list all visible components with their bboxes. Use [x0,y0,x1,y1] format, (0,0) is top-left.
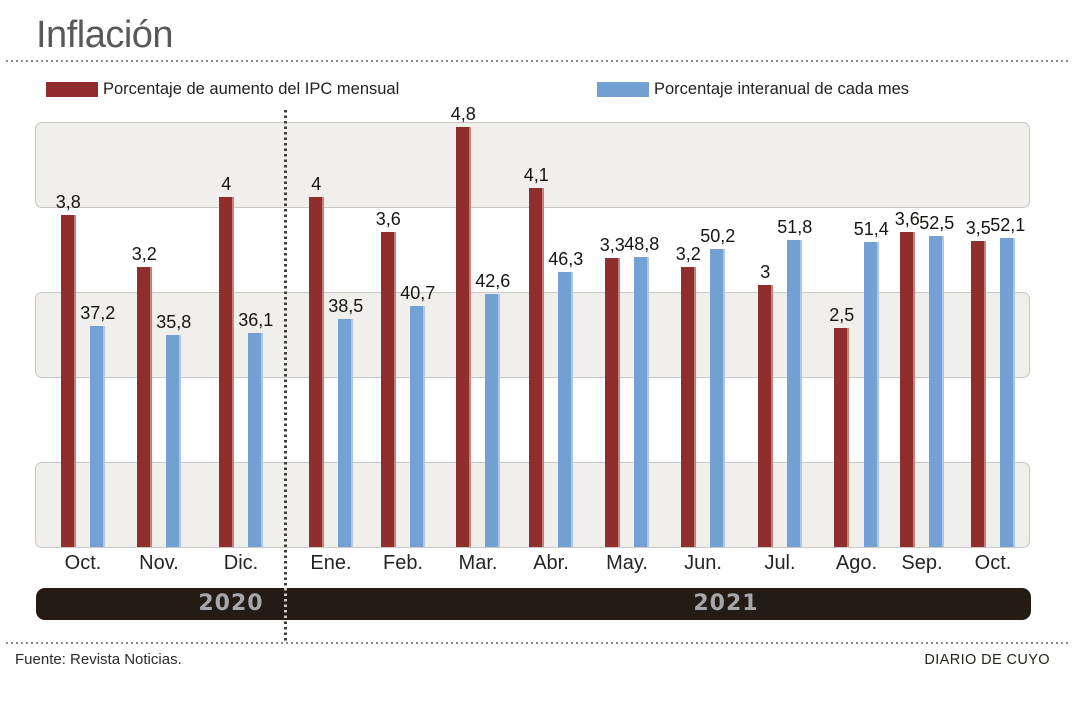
bar-value-label: 3,8 [55,192,81,212]
publisher-credit: DIARIO DE CUYO [924,652,1050,668]
bar-value-label: 37,2 [80,303,116,323]
bar-value-label: 51,8 [777,217,813,237]
bar-interanual [787,240,803,547]
bar-interanual [410,306,426,547]
month-label: Oct. [974,552,1012,574]
title-separator-dotted-line [6,60,1070,63]
bar-value-label: 3,3 [599,235,625,255]
bar-value-label: 35,8 [156,312,192,332]
bar-value-label: 51,4 [853,219,889,239]
month-label: Jun. [684,552,722,574]
bar-interanual [558,272,574,547]
bar-ipc-mensual [60,215,76,547]
bar-interanual [166,335,182,547]
bar-ipc-mensual [218,197,234,547]
bar-value-label: 4,1 [523,165,549,185]
bar-interanual [1000,238,1016,547]
bar-value-label: 50,2 [700,226,736,246]
year-label-2020: 2020 [198,591,264,616]
bar-interanual [90,326,106,547]
month-label: May. [606,552,648,574]
bar-ipc-mensual [970,241,986,547]
bar-interanual [248,333,264,547]
source-credit: Fuente: Revista Noticias. [15,651,182,668]
bar-value-label: 3 [760,262,771,282]
bar-value-label: 3,2 [131,244,157,264]
month-label: Oct. [64,552,102,574]
bar-value-label: 52,1 [990,215,1026,235]
bar-interanual [929,236,945,547]
bar-ipc-mensual [455,127,471,547]
month-label: Ago. [835,552,878,574]
bar-value-label: 3,6 [375,209,401,229]
bar-ipc-mensual [528,188,544,547]
bar-ipc-mensual [899,232,915,547]
bar-value-label: 36,1 [238,310,274,330]
bar-value-label: 48,8 [624,234,660,254]
bar-value-label: 40,7 [400,283,436,303]
bar-interanual [338,319,354,547]
legend-swatch-red [46,82,98,97]
bar-ipc-mensual [604,258,620,547]
month-label: Jul. [764,552,796,574]
bar-value-label: 52,5 [919,213,955,233]
month-label: Abr. [533,552,569,574]
year-label-2021: 2021 [693,591,759,616]
year-divider-dotted-line-overlay [284,588,287,619]
bar-value-label: 46,3 [548,249,584,269]
bar-ipc-mensual [380,232,396,547]
year-divider-dotted-line [284,110,287,643]
footer-separator-dotted-line [6,642,1070,645]
month-label: Dic. [223,552,259,574]
bar-value-label: 3,2 [675,244,701,264]
month-label: Feb. [382,552,424,574]
legend-label: Porcentaje interanual de cada mes [654,80,909,98]
bar-ipc-mensual [834,328,850,547]
chart-plot-area: 3,8 37,2 3,2 35,8 4 36,1 4 38,5 3,6 40,7 4,8 42,6 4,… [35,105,1032,548]
bar-value-label: 4 [311,174,322,194]
bar-value-label: 4 [221,174,232,194]
bar-interanual [485,294,501,547]
bar-ipc-mensual [136,267,152,547]
month-label: Mar. [458,552,498,574]
bar-interanual [863,242,879,547]
bar-value-label: 2,5 [829,305,855,325]
bar-value-label: 42,6 [475,271,511,291]
legend-swatch-blue [597,82,649,97]
bar-interanual [710,249,726,547]
month-label: Sep. [901,552,943,574]
bar-value-label: 4,8 [450,104,476,124]
month-label: Ene. [310,552,352,574]
bar-ipc-mensual [757,285,773,547]
bar-value-label: 3,6 [894,209,920,229]
bar-value-label: 3,5 [965,218,991,238]
bar-interanual [634,257,650,547]
bar-ipc-mensual [308,197,324,547]
year-axis-bar: 2020 2021 [36,588,1031,620]
month-label: Nov. [139,552,179,574]
bar-ipc-mensual [680,267,696,547]
legend-label: Porcentaje de aumento del IPC mensual [103,80,400,98]
page-title: Inflación [36,14,174,56]
bar-value-label: 38,5 [328,296,364,316]
